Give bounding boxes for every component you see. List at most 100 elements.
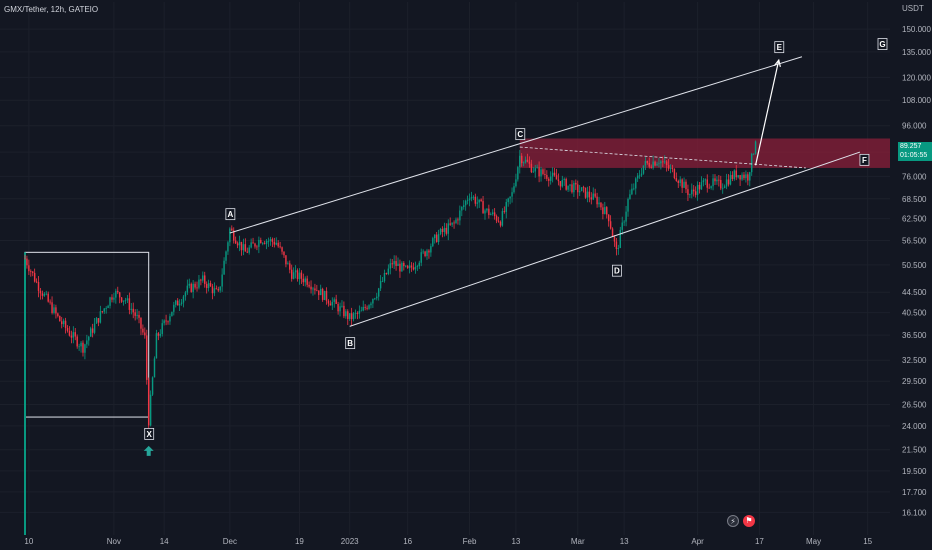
candle-body — [306, 278, 308, 285]
candle-body — [615, 241, 618, 249]
candle-body — [633, 188, 635, 190]
point-label-box — [225, 208, 236, 221]
candle-body — [244, 244, 247, 252]
candle-body — [418, 262, 421, 267]
y-axis[interactable]: USDT150.000135.000120.000108.00096.00085… — [902, 4, 931, 517]
candle-body — [468, 198, 471, 201]
candle-body — [546, 175, 548, 179]
candle-body — [190, 283, 192, 292]
candle-body — [513, 186, 515, 193]
candle-body — [551, 172, 554, 177]
y-tick-label: 150.000 — [902, 25, 931, 34]
status-icons: ⚡ ⚑ — [727, 515, 755, 527]
candle-body — [256, 246, 258, 248]
candle-body — [246, 251, 248, 253]
candle-body — [660, 161, 662, 164]
candle-body — [401, 262, 403, 272]
candle-body — [33, 272, 36, 282]
point-label-box — [144, 427, 155, 440]
point-label-f: F — [862, 156, 867, 165]
point-label-box — [612, 264, 622, 277]
candle-body — [733, 170, 736, 179]
candle-body — [163, 320, 165, 324]
candle-body — [76, 336, 78, 347]
candle-body — [571, 184, 573, 193]
y-tick-label: 62.500 — [902, 215, 927, 224]
candle-body — [658, 163, 660, 165]
dashed-resistance-line — [519, 146, 806, 169]
candle-body — [80, 342, 82, 347]
y-tick-label: 50.500 — [902, 261, 927, 270]
candle-body — [47, 293, 49, 302]
candle-body — [731, 174, 734, 179]
channel-lower-line — [349, 151, 861, 327]
candle-body — [387, 268, 390, 274]
candle-body — [60, 321, 63, 325]
candle-body — [159, 333, 162, 336]
candle-body — [567, 185, 569, 190]
candle-body — [205, 283, 208, 289]
candle-body — [590, 197, 593, 200]
candle-body — [182, 296, 185, 303]
candle-body — [586, 191, 589, 198]
candle-body — [194, 283, 196, 288]
candle-body — [580, 187, 583, 192]
candle-body — [596, 196, 598, 205]
candle-body — [606, 207, 608, 215]
candle-body — [283, 251, 285, 256]
candle-body — [165, 320, 167, 322]
lightning-icon[interactable]: ⚡ — [727, 515, 739, 527]
point-label-box — [877, 38, 888, 50]
candle-body — [24, 258, 26, 260]
candle-body — [312, 288, 314, 290]
candle-body — [321, 288, 324, 300]
candle-body — [654, 161, 656, 166]
candle-body — [441, 228, 444, 233]
y-tick-label: 21.500 — [902, 446, 927, 455]
candle-body — [548, 178, 550, 181]
y-tick-label: 135.000 — [902, 48, 931, 57]
candle-body — [453, 222, 455, 224]
candle-body — [723, 186, 726, 188]
candle-body — [629, 194, 631, 199]
candle-body — [68, 330, 71, 336]
candle-body — [198, 279, 200, 288]
candle-body — [180, 302, 183, 304]
candle-body — [689, 194, 691, 196]
candle-body — [679, 179, 681, 183]
candle-body — [505, 202, 507, 212]
point-label-a: A — [227, 210, 233, 219]
candle-body — [584, 187, 587, 198]
candle-body — [136, 314, 138, 316]
candle-body — [451, 222, 453, 225]
candle-body — [405, 265, 407, 267]
candle-body — [544, 173, 546, 176]
candle-body — [455, 219, 457, 224]
candle-body — [347, 311, 349, 319]
candle-body — [665, 161, 668, 166]
candle-body — [621, 222, 623, 230]
x-axis[interactable]: 10 Nov 14 Dec 19 2023 16 Feb 13 Mar 13 Apr 17 May 15 — [24, 537, 872, 546]
candle-body — [341, 305, 343, 307]
candle-body — [474, 196, 477, 204]
candle-body — [563, 178, 565, 180]
y-tick-label: 29.500 — [902, 377, 927, 386]
point-label-box — [515, 128, 526, 141]
candle-body — [209, 283, 212, 287]
y-tick-label: 24.000 — [902, 422, 927, 431]
flag-icon[interactable]: ⚑ — [743, 515, 755, 527]
candle-body — [403, 262, 405, 267]
point-label-d: D — [614, 267, 620, 276]
candle-body — [281, 247, 283, 252]
candle-body — [743, 174, 745, 179]
y-tick-label: 68.500 — [902, 195, 927, 204]
candle-body — [82, 342, 84, 353]
candle-body — [335, 299, 337, 304]
bar-countdown: 01:05:55 — [900, 152, 928, 159]
candle-body — [607, 214, 610, 222]
candle-body — [410, 265, 413, 268]
candle-body — [408, 265, 411, 269]
candle-body — [636, 175, 639, 179]
x-tick-label: 19 — [295, 537, 304, 546]
